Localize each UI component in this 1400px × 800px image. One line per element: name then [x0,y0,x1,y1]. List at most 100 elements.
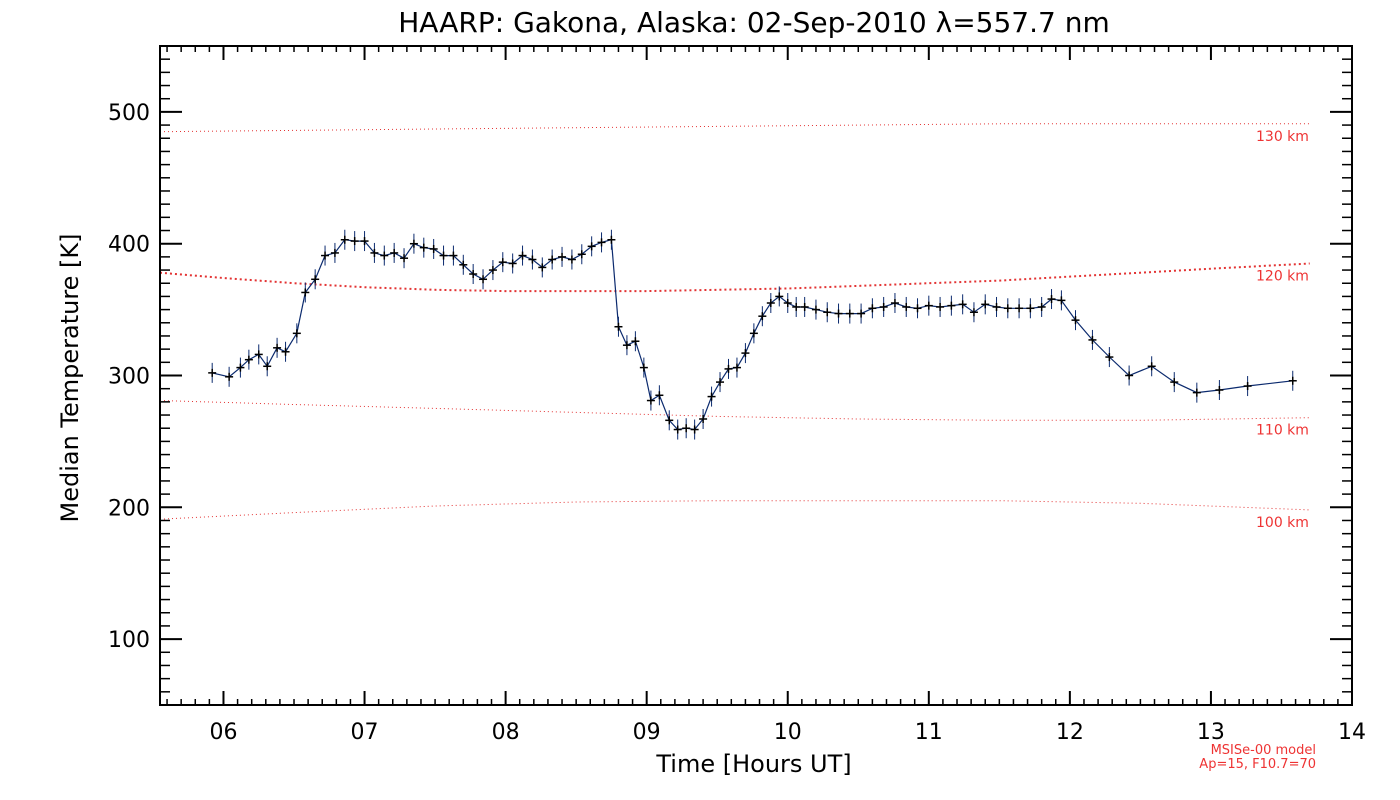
data-point [350,231,359,252]
data-point [707,386,716,407]
data-point [263,356,272,377]
data-point [429,238,438,259]
model-curve [159,400,1310,421]
data-point [622,335,631,356]
data-point [1003,298,1012,319]
data-point [646,390,655,411]
data-point [699,408,708,429]
data-point [390,242,399,263]
data-point [409,233,418,254]
data-point [1071,310,1080,331]
data-point [936,296,945,317]
data-point [479,269,488,290]
data-point [1288,370,1297,391]
model-curves: 130 km 120 km 110 km 100 km [159,123,1310,531]
y-tick-label: 400 [108,233,150,258]
data-point [766,293,775,314]
x-tick-label: 07 [351,720,379,745]
data-point [449,245,458,266]
data-series [208,229,1297,440]
data-point [783,293,792,314]
data-point [732,357,741,378]
data-point [614,316,623,337]
data-point [879,296,888,317]
data-point [665,410,674,431]
data-point [775,286,784,307]
data-point [690,419,699,440]
data-point [340,229,349,250]
data-point [360,231,369,252]
y-tick-label: 500 [108,101,150,126]
data-point [716,372,725,393]
data-point [301,282,310,303]
data-point [488,260,497,281]
data-point [244,349,253,370]
x-axis-title: Time [Hours UT] [655,750,851,778]
y-axis-title: Median Temperature [K] [56,233,84,522]
data-point [380,245,389,266]
data-point [281,341,290,362]
x-tick-label: 13 [1197,720,1225,745]
data-point [607,229,616,250]
data-point [1215,379,1224,400]
model-note-line-2: Ap=15, F10.7=70 [1199,757,1316,772]
data-point [655,385,664,406]
data-point [1147,356,1156,377]
data-point [924,295,933,316]
x-tick-label: 11 [915,720,943,745]
model-curve [159,262,1310,293]
data-point [792,296,801,317]
data-point [225,366,234,387]
axis-ticks: 06 07 08 09 10 11 12 13 14 100 200 300 400 500 [108,45,1366,745]
data-point [538,257,547,278]
data-point [597,232,606,253]
data-point [311,269,320,290]
model-curve [159,123,1310,133]
data-point [1192,382,1201,403]
model-note-line-1: MSISe-00 model [1211,743,1316,758]
data-point [902,296,911,317]
data-point [673,419,682,440]
model-curve [159,500,1310,520]
data-point [913,298,922,319]
data-point [273,337,282,358]
data-point [587,236,596,257]
y-tick-label: 200 [108,496,150,521]
data-point [823,302,832,323]
x-tick-label: 10 [774,720,802,745]
data-point [682,418,691,439]
data-point [508,253,517,274]
data-point [1057,290,1066,311]
data-point [1047,289,1056,310]
data-point [459,254,468,275]
chart-title: HAARP: Gakona, Alaska: 02-Sep-2010 λ=557… [398,6,1110,39]
data-point [518,245,527,266]
x-tick-label: 14 [1338,720,1366,745]
data-point [400,248,409,269]
x-tick-label: 08 [492,720,520,745]
data-point [811,299,820,320]
model-curve-label: 120 km [1256,268,1309,284]
y-tick-label: 300 [108,365,150,390]
data-point [800,296,809,317]
data-point [469,264,478,285]
data-point [639,357,648,378]
data-point [969,302,978,323]
data-point [567,249,576,270]
y-tick-label: 100 [108,628,150,653]
x-tick-label: 06 [209,720,237,745]
data-point [330,242,339,263]
data-point [1243,376,1252,397]
data-point [528,249,537,270]
data-point [1037,296,1046,317]
series-line [212,238,1293,431]
data-point [1105,347,1114,368]
data-point [370,242,379,263]
data-point [981,294,990,315]
x-tick-label: 09 [633,720,661,745]
data-point [857,303,866,324]
data-point [749,323,758,344]
data-point [845,303,854,324]
data-point [419,237,428,258]
